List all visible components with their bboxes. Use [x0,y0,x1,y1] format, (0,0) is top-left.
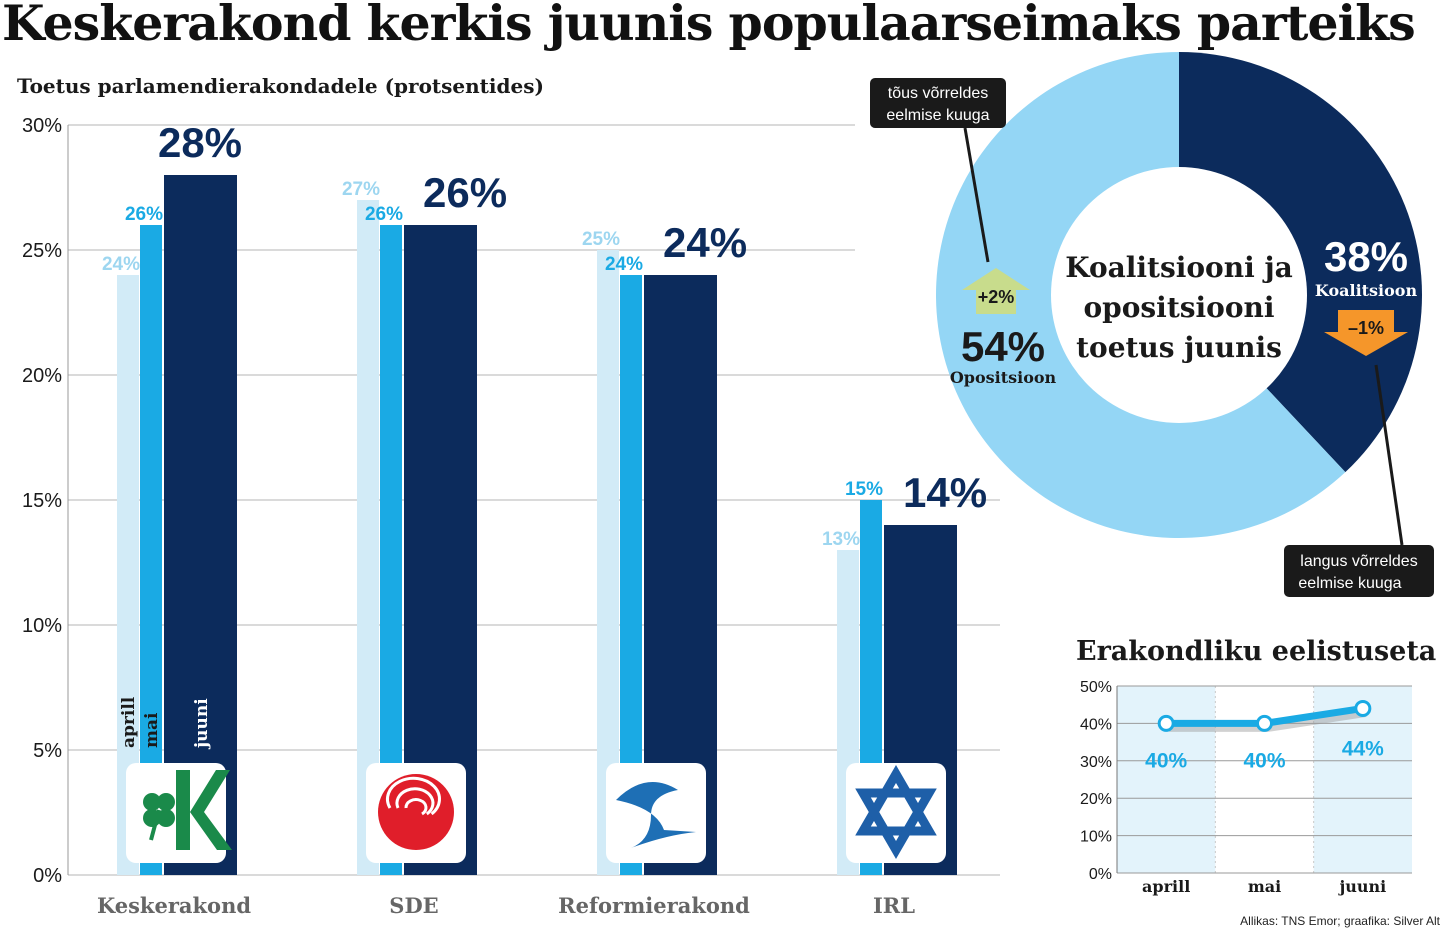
down-arrow-icon [1324,310,1408,356]
clover-stem-icon [149,809,161,841]
line-point [1354,699,1372,717]
callout-up-line1: tõus võrreldes [888,85,989,102]
value-label-aprill: 25% [582,229,620,250]
line-y-tick-label: 30% [1080,754,1112,771]
y-tick-label: 15% [22,490,62,512]
bar-chart-labels: 24% 26% 28% Keskerakond 27% 26% 26% SDE 25% 24% 24… [97,119,987,918]
legend-mai: mai [142,712,162,748]
line-x-label: aprill [1142,877,1190,896]
donut-hole [1051,167,1307,423]
column-shade [1117,686,1216,873]
callout-up-pointer [963,127,990,263]
bar-aprill [357,200,379,875]
value-label-aprill: 13% [822,529,860,550]
value-label-juuni: 26% [423,169,507,216]
opositsioon-change: +2% [978,287,1015,307]
line-value-label: 40% [1145,749,1187,772]
line-y-tick-label: 40% [1080,716,1112,733]
bar-aprill [597,250,619,875]
rose-petal-icon [395,787,435,816]
rose-petal-icon [404,798,428,816]
value-label-mai: 24% [605,254,643,275]
line-point [1256,714,1273,732]
y-tick-label: 10% [22,615,62,637]
irl-triangle-up-icon [855,765,937,836]
donut-title-line: opositsiooni [1083,291,1274,324]
line-x-label: juuni [1337,877,1386,896]
category-label: IRL [873,893,915,918]
callout-up-box [870,78,1006,128]
party-logos [126,763,946,863]
value-label-aprill: 27% [342,179,380,200]
line-y-tick-label: 10% [1080,829,1112,846]
line-chart: Erakondliku eelistuseta 0% 10% 20% 30% 40% 50%… [1076,636,1436,896]
y-tick-label: 5% [33,740,62,762]
donut-title-line: toetus juunis [1076,331,1282,364]
main-title: Keskerakond kerkis juunis populaarseimak… [2,0,1416,52]
callout-down-line2: eelmise kuuga [1298,575,1401,592]
irl-triangle-down-icon [855,788,937,859]
value-label-juuni: 28% [158,119,242,166]
line-x-label: mai [1248,877,1281,896]
legend-juuni: juuni [192,698,212,750]
value-label-aprill: 24% [102,254,140,275]
sde-rose-icon [378,774,454,850]
opositsioon-value: 54% [961,323,1045,370]
value-label-mai: 15% [845,479,883,500]
reformierakond-squirrel-icon [616,782,696,848]
y-tick-label: 20% [22,365,62,387]
y-tick-label: 0% [33,865,62,887]
category-label: SDE [389,893,438,918]
keskerakond-k-icon [176,770,232,850]
line-chart-title: Erakondliku eelistuseta [1076,636,1436,667]
koalitsioon-change: –1% [1348,318,1384,338]
bar-chart-bars [117,175,957,875]
bar-mai [140,225,162,875]
category-label: Keskerakond [97,893,251,918]
value-label-mai: 26% [365,204,403,225]
callout-up-line2: eelmise kuuga [886,107,989,124]
bar-mai [620,275,642,875]
donut-chart: Koalitsiooni ja opositsiooni toetus juunis… [870,52,1434,597]
y-tick-label: 30% [22,115,62,137]
callout-down-pointer [1374,364,1404,546]
line-point [1157,714,1175,732]
koalitsioon-value: 38% [1324,233,1408,280]
bar-chart-title: Toetus parlamendierakondadele (protsenti… [17,74,544,98]
y-tick-label: 25% [22,240,62,262]
source-credit: Allikas: TNS Emor; graafika: Silver Alt [1240,914,1440,928]
category-label: Reformierakond [558,893,750,918]
koalitsioon-name: Koalitsioon [1315,281,1418,300]
rose-petal-icon [386,776,441,816]
line-value-label: 40% [1243,749,1285,772]
bar-mai [380,225,402,875]
clover-leaf-icon [143,793,161,811]
bar-aprill [117,275,139,875]
irl-star-logo-tile [846,763,946,863]
bar-juuni [164,175,237,875]
up-arrow-icon [962,268,1030,314]
value-label-juuni: 14% [903,469,987,516]
column-shade [1313,686,1412,873]
value-label-mai: 26% [125,204,163,225]
value-label-juuni: 24% [663,219,747,266]
opositsioon-name: Opositsioon [950,368,1057,387]
legend-aprill: aprill [119,696,139,748]
callout-down-box [1284,545,1434,597]
reformierakond-squirrel-logo-tile [606,763,706,863]
callout-down-line1: langus võrreldes [1300,553,1417,570]
donut-title-line: Koalitsiooni ja [1065,251,1293,284]
clover-leaf-icon [157,809,175,827]
line-y-tick-label: 20% [1080,791,1112,808]
clover-leaf-icon [157,793,175,811]
line-y-tick-label: 50% [1080,679,1112,696]
line-value-label: 44% [1342,737,1384,760]
line-y-tick-label: 0% [1089,866,1112,883]
